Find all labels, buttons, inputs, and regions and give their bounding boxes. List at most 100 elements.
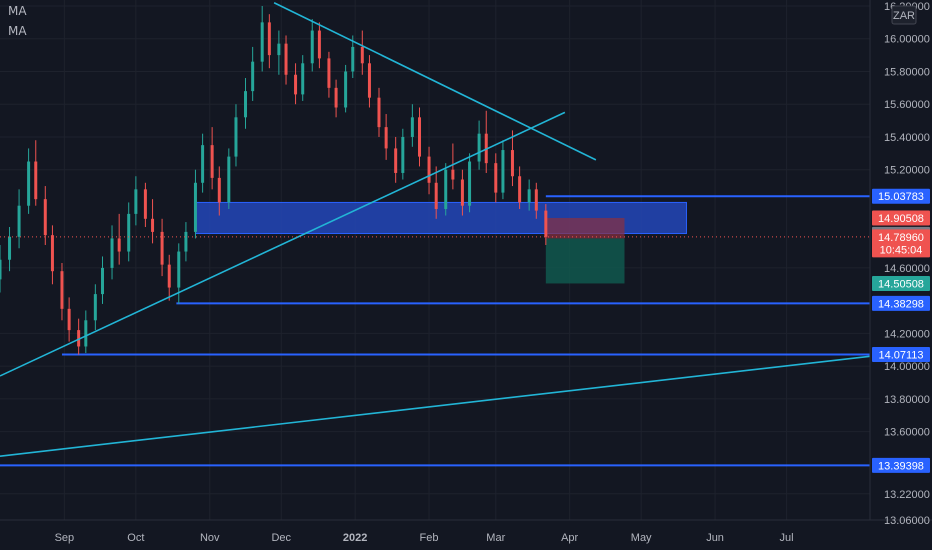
price-tick-label: 13.60000 (884, 427, 930, 439)
candle-body (317, 30, 321, 59)
candle-body (60, 271, 64, 309)
candle-body (477, 133, 481, 162)
candle-body (84, 320, 88, 347)
trendline (273, 2, 597, 161)
candle-body (427, 156, 431, 183)
candle-body (377, 97, 381, 128)
countdown-label: 10:45:04 (880, 244, 923, 256)
candle-body (0, 259, 2, 280)
trendlines[interactable] (0, 2, 871, 457)
candle-body (334, 87, 338, 108)
candle-body (134, 189, 138, 214)
candle-body (367, 63, 371, 98)
price-badges: 15.0378314.9050814.8050814.7896010:45:04… (872, 188, 930, 473)
candle-body (410, 117, 414, 137)
time-tick-label: Feb (420, 532, 439, 544)
time-tick-label: Nov (200, 532, 220, 544)
candle-body (544, 210, 548, 237)
candle-body (193, 182, 197, 232)
candle-body (494, 163, 498, 193)
candle-body (17, 205, 21, 237)
price-badge (872, 457, 930, 473)
time-tick-label: Dec (271, 532, 291, 544)
currency-badge[interactable]: ZAR (891, 5, 917, 25)
candle-body (534, 189, 538, 211)
price-axis[interactable]: 16.2000016.0000015.8000015.6000015.40000… (884, 1, 930, 527)
time-tick-label: Sep (55, 532, 75, 544)
candle-body (77, 330, 81, 347)
time-tick-label: Mar (486, 532, 505, 544)
candle-body (167, 264, 171, 288)
candle-body (143, 189, 147, 219)
candle-body (244, 91, 248, 118)
price-badge (872, 275, 930, 291)
price-tick-label: 16.00000 (884, 34, 930, 46)
time-tick-label: Apr (561, 532, 578, 544)
candle-body (267, 22, 271, 56)
trendline (0, 355, 871, 457)
time-tick-label: 2022 (343, 532, 367, 544)
candle-body (360, 46, 364, 64)
price-tick-label: 13.06000 (884, 515, 930, 527)
candle-body (327, 58, 331, 88)
candle-body (301, 63, 305, 95)
candle-body (444, 169, 448, 209)
candle-body (234, 117, 238, 157)
price-badge-label: 14.90508 (878, 213, 924, 225)
candle-body (468, 161, 472, 206)
candle-body (418, 117, 422, 157)
time-axis[interactable]: Sep Oct Nov Dec 2022 Feb Mar Apr May Jun Jul (55, 532, 794, 544)
time-tick-label: Jul (780, 532, 794, 544)
candle-body (251, 61, 255, 92)
candle-body (34, 161, 38, 200)
price-badge (872, 295, 930, 311)
price-badge (872, 188, 930, 204)
currency-label: ZAR (893, 10, 915, 22)
candle-body (284, 43, 288, 75)
price-badge-label: 15.03783 (878, 191, 924, 203)
stop-loss-zone (545, 217, 625, 239)
candle-body (177, 251, 181, 288)
candle-body (294, 74, 298, 95)
price-tick-label: 15.60000 (884, 99, 930, 111)
candle-body (210, 145, 214, 178)
candlestick-series (0, 6, 548, 355)
candle-body (160, 231, 164, 265)
price-badge-label: 14.07113 (878, 349, 923, 361)
candle-body (451, 169, 455, 180)
price-badge (872, 210, 930, 226)
candle-body (67, 308, 71, 331)
candle-body (394, 148, 398, 173)
candle-body (217, 177, 221, 203)
price-badge (872, 346, 930, 362)
candle-body (434, 182, 438, 209)
take-profit-zone (545, 238, 625, 284)
ma-indicator-label-2[interactable]: MA (8, 24, 27, 38)
candle-body (201, 145, 205, 183)
drawing-zones[interactable] (194, 201, 687, 284)
price-tick-label: 13.22000 (884, 489, 930, 501)
candle-body (227, 156, 231, 203)
price-tick-label: 15.40000 (884, 132, 930, 144)
candle-body (43, 199, 47, 236)
price-tick-label: 14.60000 (884, 263, 930, 275)
price-tick-label: 14.20000 (884, 328, 930, 340)
price-badge-label: 14.50508 (878, 278, 924, 290)
price-tick-label: 13.80000 (884, 394, 930, 406)
candle-body (510, 150, 514, 177)
time-tick-label: Oct (127, 532, 144, 544)
candle-body (344, 71, 348, 108)
candle-body (401, 136, 405, 173)
ma-indicator-label[interactable]: MA (8, 4, 27, 18)
candle-body (151, 218, 155, 232)
candle-body (460, 179, 464, 206)
candle-body (310, 30, 314, 64)
candle-body (50, 235, 54, 272)
trendline (0, 111, 566, 377)
price-tick-label: 15.20000 (884, 165, 930, 177)
horizontal-levels[interactable] (0, 195, 870, 467)
price-tick-label: 14.00000 (884, 361, 930, 373)
price-badge-label: 13.39398 (878, 460, 924, 472)
